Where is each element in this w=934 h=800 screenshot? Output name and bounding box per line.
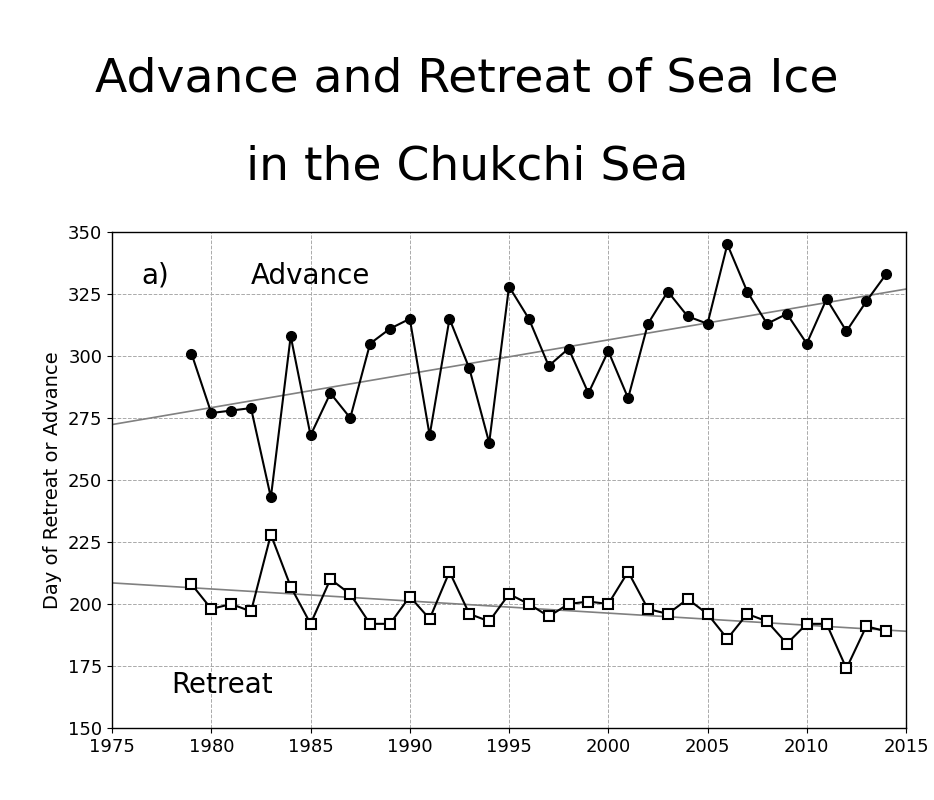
Text: Advance: Advance xyxy=(251,262,371,290)
Y-axis label: Day of Retreat or Advance: Day of Retreat or Advance xyxy=(43,351,63,609)
Text: in the Chukchi Sea: in the Chukchi Sea xyxy=(246,144,688,189)
Text: a): a) xyxy=(142,262,170,290)
Text: Retreat: Retreat xyxy=(172,671,274,699)
Text: Advance and Retreat of Sea Ice: Advance and Retreat of Sea Ice xyxy=(95,56,839,101)
